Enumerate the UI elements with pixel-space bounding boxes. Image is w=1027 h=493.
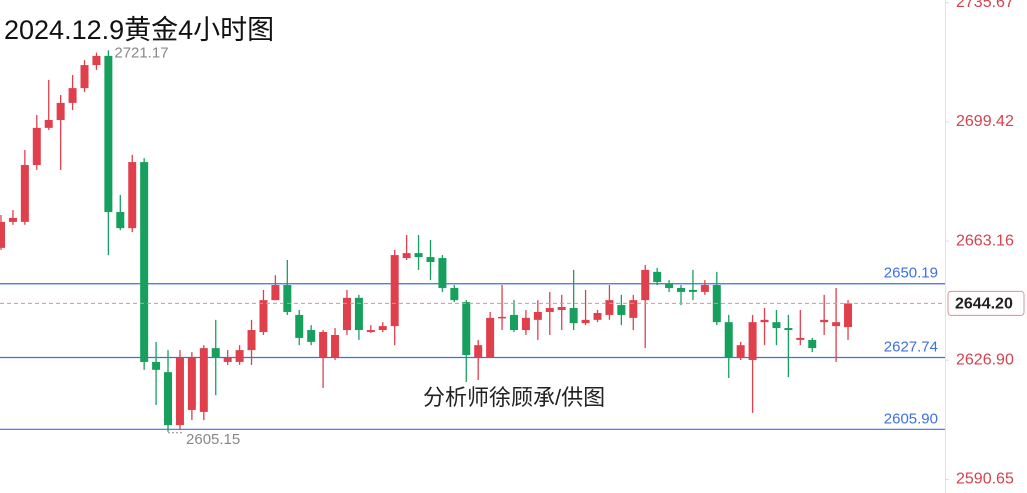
candle-body <box>68 88 77 103</box>
candle-body <box>581 319 590 324</box>
candle-body <box>247 330 256 351</box>
candle-body <box>307 330 316 342</box>
y-tick-label: 2590.65 <box>956 471 1014 488</box>
candle-body <box>366 330 375 333</box>
candle-body <box>498 316 507 319</box>
candle-body <box>295 314 304 338</box>
candle-body <box>593 312 602 320</box>
candle-body <box>832 322 841 327</box>
candle-body <box>390 255 399 327</box>
candle-body <box>617 305 626 315</box>
candle-body <box>438 258 447 288</box>
level-label: 2650.19 <box>884 265 938 282</box>
candle-body <box>331 334 340 358</box>
candle-body <box>8 217 17 222</box>
candle-body <box>32 127 41 166</box>
candle-body <box>748 322 757 360</box>
candle-body <box>0 221 5 248</box>
candle-body <box>116 212 125 229</box>
candle-body <box>521 317 530 331</box>
candle-body <box>605 300 614 315</box>
candle-body <box>80 65 89 89</box>
candle-body <box>414 253 423 258</box>
candle-body <box>724 322 733 358</box>
candle-body <box>402 253 411 259</box>
candle-body <box>319 332 328 358</box>
candle-body <box>164 372 173 426</box>
candle-body <box>92 55 101 66</box>
high-marker: 2721.17 <box>114 44 168 61</box>
candle-body <box>354 297 363 331</box>
candle-body <box>259 300 268 333</box>
candle-body <box>653 271 662 283</box>
candle-body <box>20 165 29 222</box>
candle-body <box>187 357 196 410</box>
y-tick-label: 2626.90 <box>956 352 1014 369</box>
candle-body <box>545 308 554 312</box>
candle-body <box>283 285 292 312</box>
candle-body <box>509 314 518 331</box>
candle-body <box>199 348 208 412</box>
candle-body <box>271 285 280 301</box>
candle-body <box>104 55 113 213</box>
level-label: 2605.90 <box>884 410 938 427</box>
y-tick-label: 2663.16 <box>956 232 1014 249</box>
candle-body <box>629 300 638 318</box>
candle-body <box>760 319 769 323</box>
candle-body <box>211 348 220 358</box>
watermark: 分析师徐顾承/供图 <box>423 385 605 410</box>
candle-body <box>450 287 459 301</box>
candle-body <box>426 257 435 262</box>
candle-body <box>140 162 149 362</box>
candle-body <box>641 269 650 301</box>
last-price-tag <box>947 290 1025 316</box>
candle-body <box>677 287 686 292</box>
candle-body <box>533 311 542 320</box>
candle-body <box>820 319 829 323</box>
candle-body <box>557 307 566 310</box>
candle-body <box>569 308 578 324</box>
plot <box>0 50 945 432</box>
candle-body <box>462 302 471 356</box>
candle-body <box>844 303 853 328</box>
level-label: 2627.74 <box>884 338 938 355</box>
candle-body <box>56 102 65 120</box>
candle-body <box>223 357 232 362</box>
candle-body <box>688 289 697 292</box>
candle-body <box>474 345 483 358</box>
candle-body <box>736 345 745 358</box>
candle-body <box>808 339 817 349</box>
candle-body <box>44 119 53 128</box>
candle-body <box>342 297 351 331</box>
candle-body <box>665 284 674 288</box>
candle-body <box>784 328 793 331</box>
candle-body <box>796 337 805 340</box>
low-marker: 2605.15 <box>186 431 240 448</box>
last-price-label: 2644.20 <box>955 296 1013 313</box>
candle-body <box>772 322 781 329</box>
candle-body <box>152 361 161 370</box>
candle-body <box>486 317 495 358</box>
candle-body <box>128 162 137 229</box>
candle-body <box>175 357 184 426</box>
candle-body <box>700 285 709 292</box>
candle-body <box>235 350 244 362</box>
candle-body <box>378 326 387 331</box>
y-tick-label: 2735.67 <box>956 0 1014 11</box>
chart-title: 2024.12.9黄金4小时图 <box>4 15 274 45</box>
y-tick-label: 2699.42 <box>956 113 1014 130</box>
